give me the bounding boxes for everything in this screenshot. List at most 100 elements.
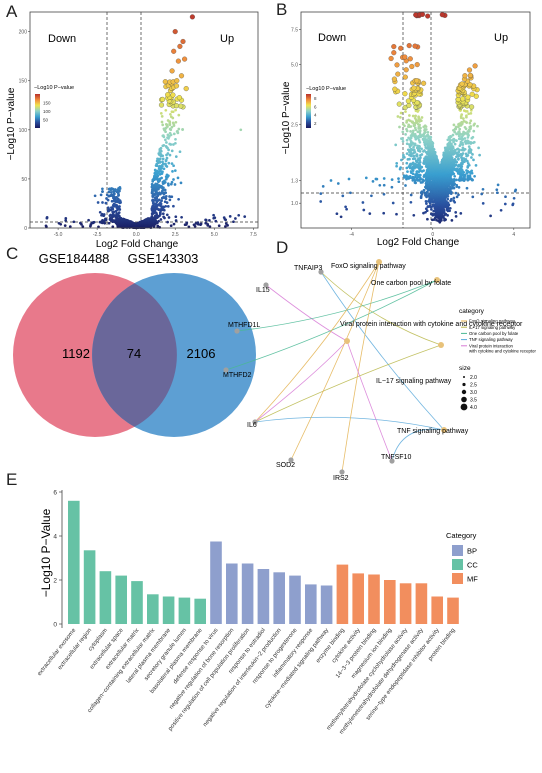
volcano-point [176, 130, 179, 133]
volcano-point [496, 183, 500, 187]
volcano-point [153, 168, 157, 172]
volcano-point [64, 217, 68, 220]
volcano-point [204, 218, 207, 222]
volcano-point [161, 157, 165, 161]
legend-tick-label: 50 [43, 118, 49, 123]
volcano-point [150, 182, 154, 186]
volcano-point [466, 174, 470, 178]
volcano-point [156, 224, 160, 228]
volcano-point [394, 143, 398, 147]
volcano-point [115, 212, 119, 215]
volcano-point [112, 219, 116, 222]
volcano-point [177, 43, 183, 49]
volcano-point [206, 222, 210, 226]
volcano-point [499, 208, 503, 212]
volcano-point [412, 148, 416, 152]
volcano-point [170, 195, 174, 199]
volcano-point [390, 185, 394, 189]
volcano-point [122, 217, 125, 221]
volcano-point [319, 200, 323, 203]
volcano-point [341, 194, 345, 198]
volcano-point [96, 201, 100, 204]
volcano-point [106, 206, 110, 210]
volcano-point [158, 191, 161, 195]
volcano-point [413, 157, 417, 160]
panel-label-c: C [6, 244, 19, 263]
volcano-point [489, 214, 492, 218]
volcano-point [213, 216, 217, 220]
volcano-point [329, 179, 333, 182]
volcano-point [169, 115, 173, 119]
volcano-point [430, 208, 433, 211]
volcano-point [514, 188, 518, 192]
volcano-point [101, 187, 104, 191]
volcano-point [192, 223, 196, 227]
volcano-point [474, 164, 478, 167]
volcano-point [495, 188, 499, 192]
volcano-point [101, 201, 104, 204]
volcano-point [504, 195, 507, 199]
volcano-point [457, 157, 460, 161]
volcano-point [93, 194, 97, 198]
y-tick-label: 100 [19, 128, 28, 134]
volcano-point [92, 220, 96, 224]
volcano-point [104, 201, 108, 205]
volcano-b-y-axis-label: −Log10 P−value [281, 81, 292, 154]
volcano-point [170, 110, 174, 114]
volcano-point [459, 212, 463, 215]
volcano-point [336, 182, 340, 185]
volcano-point [168, 195, 171, 198]
volcano-point [409, 200, 413, 204]
volcano-point [420, 147, 423, 151]
y-tick-label: 2.5 [291, 122, 298, 128]
volcano-point [454, 211, 458, 214]
volcano-point [390, 178, 394, 181]
volcano-b-x-axis-label: Log2 Fold Change [377, 237, 460, 248]
volcano-point [160, 96, 166, 102]
volcano-point [420, 153, 424, 156]
volcano-point [180, 38, 186, 45]
y-tick-label: 0 [24, 226, 27, 232]
volcano-point [415, 153, 419, 156]
volcano-point [167, 161, 171, 165]
volcano-point [446, 197, 450, 201]
volcano-point [397, 177, 400, 180]
volcano-point [180, 215, 183, 219]
volcano-point [212, 213, 215, 217]
volcano-point [189, 14, 195, 20]
volcano-point [395, 212, 398, 216]
panel-label-a: A [6, 2, 18, 21]
volcano-point [97, 225, 100, 229]
volcano-point [370, 194, 373, 198]
volcano-point [426, 217, 429, 221]
volcano-point [161, 160, 164, 164]
volcano-point [335, 212, 339, 216]
volcano-point [174, 137, 177, 141]
volcano-point [424, 200, 428, 203]
volcano-b-down-label: Down [318, 32, 346, 44]
volcano-point [160, 115, 164, 118]
volcano-point [63, 224, 67, 227]
volcano-point [450, 197, 453, 201]
volcano-point [166, 220, 169, 224]
volcano-point [157, 219, 160, 223]
volcano-point [182, 56, 188, 62]
volcano-point [199, 222, 203, 226]
x-tick-label: -5.0 [54, 232, 63, 238]
volcano-a-points [44, 14, 247, 230]
volcano-point [79, 221, 82, 225]
volcano-point [176, 176, 180, 180]
volcano-point [153, 198, 157, 202]
volcano-point [319, 192, 323, 195]
volcano-point [117, 211, 121, 214]
y-tick-label: 7.5 [291, 28, 298, 34]
volcano-point [177, 113, 181, 117]
volcano-point [157, 198, 161, 202]
volcano-a-legend-title: −Log10 P−value [34, 85, 74, 91]
volcano-point [45, 216, 49, 219]
volcano-point [170, 162, 174, 165]
volcano-point [174, 120, 178, 124]
volcano-point [172, 222, 176, 226]
volcano-point [224, 225, 227, 228]
